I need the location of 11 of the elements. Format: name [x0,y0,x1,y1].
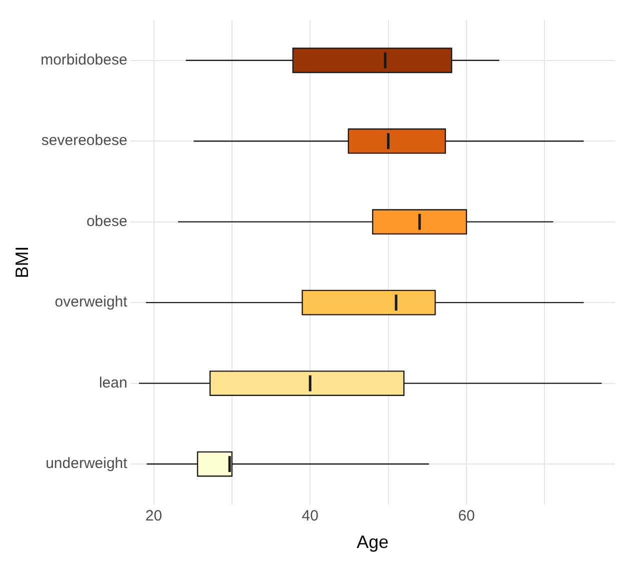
x-axis-title: Age [356,532,389,552]
x-tick-label: 40 [302,508,318,525]
y-tick-label: morbidobese [40,52,128,69]
y-tick-label: overweight [54,294,128,311]
y-axis-title: BMI [12,246,32,278]
y-tick-label: lean [98,374,128,392]
x-tick-label: 20 [145,508,162,525]
y-tick-label: obese [86,212,128,230]
x-tick-label: 60 [458,508,475,525]
y-tick-label: severeobese [41,132,128,150]
y-tick-label: underweight [46,455,128,472]
